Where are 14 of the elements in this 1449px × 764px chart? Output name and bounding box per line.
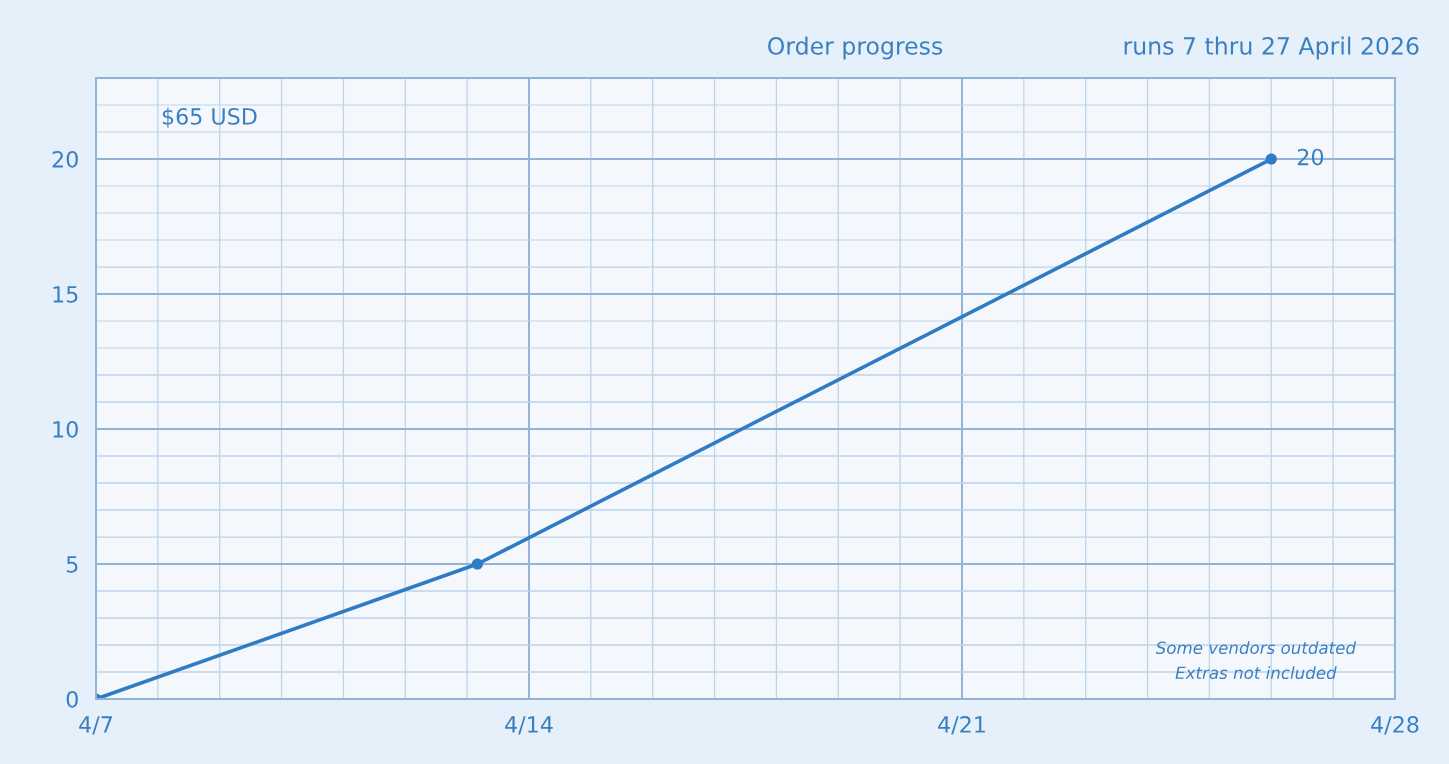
x-tick-label: 4/21 <box>938 716 985 735</box>
x-tick-label: 4/28 <box>1371 716 1419 735</box>
y-tick-label: 5 <box>66 556 78 573</box>
data-label: 20 <box>1297 148 1324 166</box>
chart-subtitle: Order progress <box>768 36 943 60</box>
annotation: Some vendors outdated Extras not included <box>1155 641 1357 680</box>
annotation: $65 USD <box>162 107 257 128</box>
y-tick-label: 0 <box>66 690 78 708</box>
y-tick-label: 10 <box>53 420 78 438</box>
y-tick-label: 15 <box>53 286 78 303</box>
x-tick-label: 4/7 <box>79 716 112 735</box>
x-tick-label: 4/14 <box>505 716 553 735</box>
text: runs 7 thru 27 April 2026 <box>1124 36 1419 60</box>
y-tick-label: 20 <box>52 150 78 168</box>
